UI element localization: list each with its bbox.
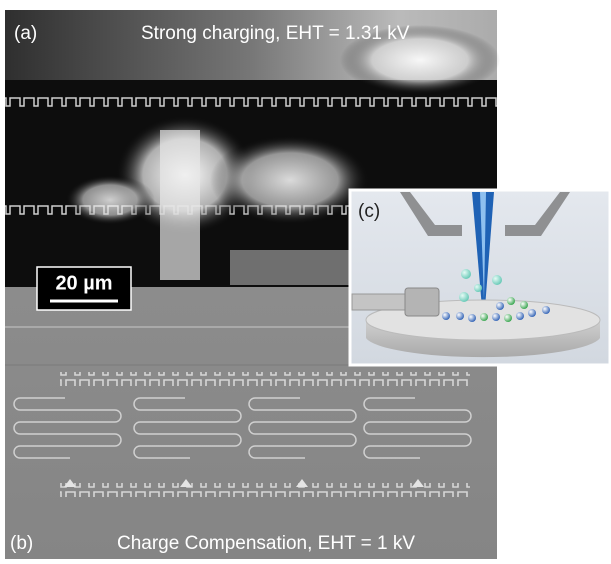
bright-region xyxy=(160,130,200,280)
bright-region xyxy=(230,250,350,285)
panel-label: (a) xyxy=(14,23,37,44)
panel-caption: Charge Compensation, EHT = 1 kV xyxy=(117,533,415,554)
comb-teeth xyxy=(5,95,497,107)
panel-c: (c) xyxy=(350,190,610,365)
scale-bar: 20 µm xyxy=(37,267,131,310)
comb-teeth xyxy=(60,483,470,497)
figure: (a) Strong charging, EHT = 1.31 kV (b) C… xyxy=(0,0,611,559)
charging-glow xyxy=(65,175,155,225)
detector-arm xyxy=(352,294,407,310)
comb-teeth xyxy=(60,372,470,386)
charging-glow xyxy=(210,135,370,225)
detector-head xyxy=(405,288,439,316)
panel-label: (c) xyxy=(358,201,380,222)
panel-label: (b) xyxy=(10,533,33,554)
scale-bar-label: 20 µm xyxy=(55,272,112,294)
panel-caption: Strong charging, EHT = 1.31 kV xyxy=(141,23,410,44)
